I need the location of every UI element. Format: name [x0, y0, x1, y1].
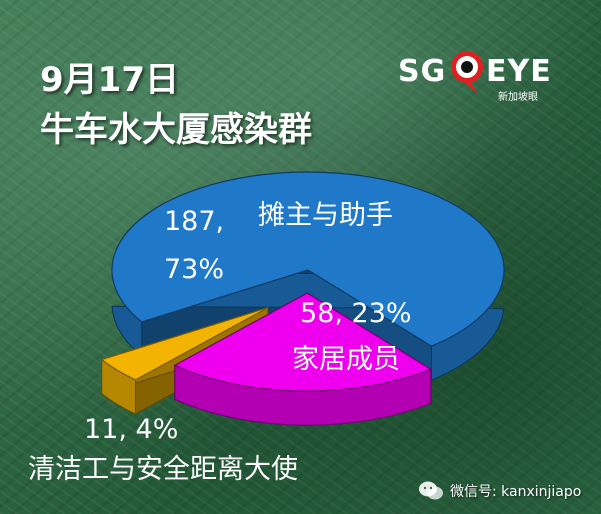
- slice-category-label-0: 摊主与助手: [258, 200, 393, 231]
- slice-value-label-0-0: 187,: [164, 206, 224, 237]
- wechat-icon: [419, 481, 443, 500]
- pie-slice-top: [111, 171, 505, 347]
- pie-slice-top: [173, 292, 433, 392]
- pie-slice-top: [100, 307, 269, 381]
- pie-slices: [100, 171, 505, 426]
- pie-slice-1: [173, 292, 433, 426]
- eye-pin-icon: [451, 51, 483, 94]
- slice-category-label-1: 家居成员: [292, 344, 400, 375]
- slice-value-label-2-0: 11, 4%: [84, 414, 178, 445]
- sg-eye-logo: SG EYE 新加坡眼: [398, 44, 558, 104]
- pie-data-labels: 187, 73% 摊主与助手 58, 23% 家居成员 11, 4% 清洁工与安全距离大使: [28, 200, 412, 485]
- chart-title: 牛车水大厦感染群: [40, 110, 312, 150]
- wechat-watermark: 微信号: kanxinjiapo: [418, 478, 581, 504]
- slice-value-label-0-1: 73%: [164, 254, 224, 285]
- slice-value-label-1-0: 58, 23%: [300, 298, 412, 329]
- logo-text-right: EYE: [486, 54, 552, 89]
- logo-subtitle: 新加坡眼: [498, 92, 538, 103]
- slice-category-label-2: 清洁工与安全距离大使: [28, 454, 298, 485]
- watermark-text: 微信号: kanxinjiapo: [450, 484, 582, 500]
- chart-date: 9月17日: [40, 60, 179, 100]
- logo-text-left: SG: [398, 54, 447, 89]
